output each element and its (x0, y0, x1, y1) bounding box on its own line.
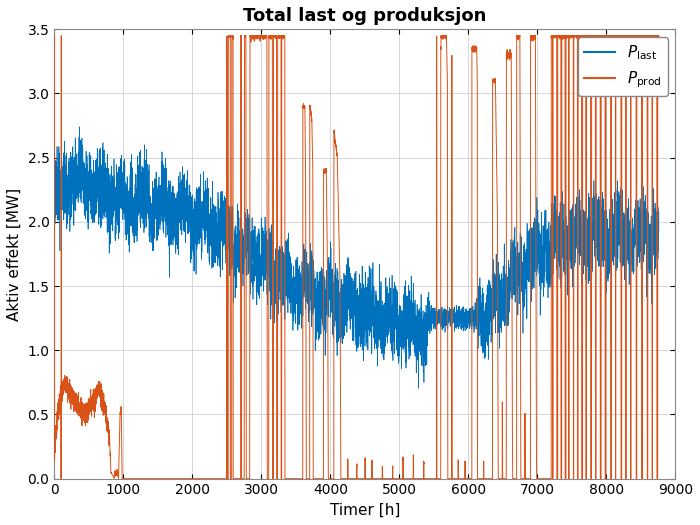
Y-axis label: Aktiv effekt [MW]: Aktiv effekt [MW] (7, 187, 22, 321)
Title: Total last og produksjon: Total last og produksjon (243, 7, 486, 25)
Legend: $P_{\mathregular{last}}$, $P_{\mathregular{prod}}$: $P_{\mathregular{last}}$, $P_{\mathregul… (578, 37, 668, 96)
X-axis label: Timer [h]: Timer [h] (330, 503, 400, 518)
